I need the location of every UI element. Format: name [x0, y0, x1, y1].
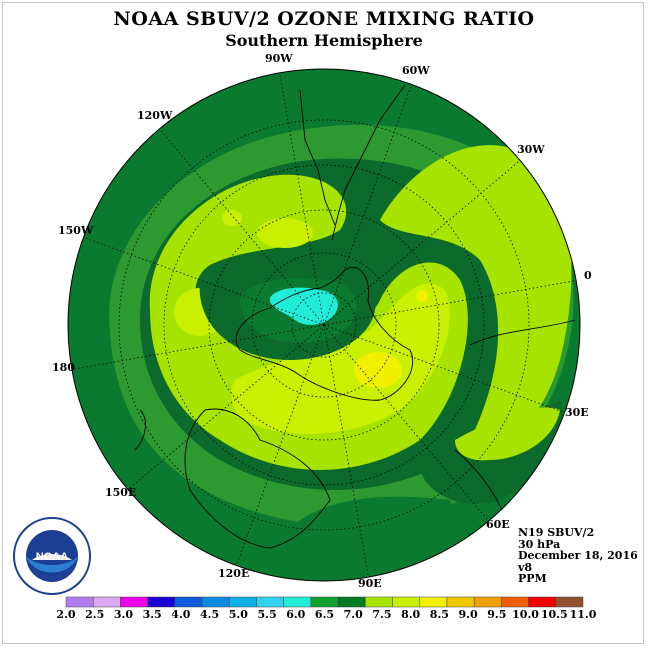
- coast-south-america: [331, 84, 406, 241]
- colorbar-swatch: [65, 596, 94, 608]
- colorbar-swatch: [555, 596, 584, 608]
- lon-label-120w: 120W: [137, 109, 173, 122]
- colorbar-label: 6.5: [314, 608, 335, 621]
- info-instrument: N19 SBUV/2: [518, 526, 595, 539]
- map-title: NOAA SBUV/2 OZONE MIXING RATIO: [113, 8, 535, 30]
- lon-label-0: 0: [584, 269, 592, 282]
- colorbar: [65, 596, 584, 608]
- colorbar-label: 10.0: [512, 608, 539, 621]
- colorbar-label: 8.0: [401, 608, 421, 621]
- lon-label-90e: 90E: [358, 577, 382, 590]
- colorbar-swatch: [419, 596, 448, 608]
- lon-label-120e: 120E: [218, 567, 250, 580]
- field-band-7-5-east: [380, 145, 572, 443]
- map-subtitle: Southern Hemisphere: [225, 31, 423, 50]
- colorbar-swatch: [392, 596, 420, 608]
- field-band-8-0: [231, 283, 450, 434]
- coast-new-zealand: [134, 409, 146, 451]
- colorbar-label: 2.0: [56, 608, 76, 621]
- colorbar-swatch: [310, 596, 339, 608]
- meridian-line: [323, 324, 369, 578]
- meridian-line: [159, 128, 325, 326]
- colorbar-label: 3.5: [142, 608, 162, 621]
- colorbar-label: 2.5: [85, 608, 105, 621]
- colorbar-swatch: [120, 596, 148, 608]
- meridian-line: [279, 72, 325, 326]
- colorbar-swatch: [501, 596, 529, 608]
- lon-label-150e: 150E: [105, 486, 137, 499]
- colorbar-label: 9.5: [487, 608, 507, 621]
- info-level: 30 hPa: [518, 537, 561, 551]
- lon-label-150w: 150W: [58, 224, 94, 237]
- colorbar-swatch: [365, 596, 393, 608]
- coast-antarctica: [235, 267, 414, 401]
- colorbar-label: 9.0: [458, 608, 478, 621]
- info-units: PPM: [518, 572, 547, 585]
- lon-label-180: 180: [52, 361, 75, 374]
- colorbar-label: 5.5: [257, 608, 277, 621]
- meridian-line: [323, 324, 565, 413]
- colorbar-label: 6.0: [286, 608, 306, 621]
- field-peak-8-5: [354, 352, 402, 388]
- colorbar-swatch: [528, 596, 557, 608]
- meridian-line: [71, 324, 325, 370]
- map-border: [67, 68, 581, 582]
- coast-south-america-west: [299, 89, 336, 226]
- lon-label-90w: 90W: [265, 52, 293, 65]
- colorbar-label: 3.0: [113, 608, 133, 621]
- info-version: v8: [518, 560, 533, 574]
- field-low-core: [269, 287, 338, 325]
- meridian-line: [83, 237, 325, 326]
- field-outer-east-lobe: [455, 407, 560, 461]
- info-date: December 18, 2016: [518, 549, 638, 562]
- colorbar-label: 10.5: [540, 608, 568, 621]
- logo-text: NOAA: [36, 551, 68, 563]
- colorbar-swatch: [446, 596, 475, 608]
- colorbar-swatch: [174, 596, 203, 608]
- field-band-8-0-north: [257, 218, 313, 248]
- colorbar-label: 4.0: [171, 608, 191, 621]
- meridian-line: [127, 324, 325, 490]
- meridian-line: [323, 84, 412, 326]
- graticule: [71, 72, 577, 578]
- meridian-line: [323, 280, 577, 326]
- colorbar-swatch: [283, 596, 312, 608]
- colorbar-swatch: [256, 596, 284, 608]
- meridian-line: [236, 324, 325, 566]
- meridian-line: [323, 324, 489, 522]
- colorbar-swatch: [92, 596, 121, 608]
- colorbar-label: 7.5: [372, 608, 392, 621]
- colorbar-swatch: [147, 596, 176, 608]
- meridian-line: [323, 160, 521, 326]
- lon-label-30e: 30E: [565, 406, 589, 419]
- info-block: N19 SBUV/2 30 hPa December 18, 2016 v8 P…: [518, 527, 638, 585]
- noaa-logo: NOAA: [13, 517, 91, 595]
- colorbar-swatch: [473, 596, 502, 608]
- colorbar-label: 8.5: [429, 608, 449, 621]
- ozone-field: [68, 69, 580, 581]
- lon-label-60w: 60W: [402, 64, 430, 77]
- coast-australia: [184, 408, 331, 549]
- coast-africa: [469, 319, 576, 346]
- colorbar-label: 7.0: [343, 608, 363, 621]
- colorbar-label: 11.0: [569, 608, 597, 621]
- lon-label-30w: 30W: [517, 143, 545, 156]
- colorbar-label: 4.5: [200, 608, 220, 621]
- colorbar-swatch: [229, 596, 257, 608]
- field-peak-small: [416, 290, 428, 302]
- colorbar-swatch: [201, 596, 230, 608]
- field-band-8-0-small: [222, 210, 242, 226]
- lon-label-60e: 60E: [486, 518, 510, 531]
- colorbar-label: 5.0: [228, 608, 248, 621]
- colorbar-swatch: [337, 596, 366, 608]
